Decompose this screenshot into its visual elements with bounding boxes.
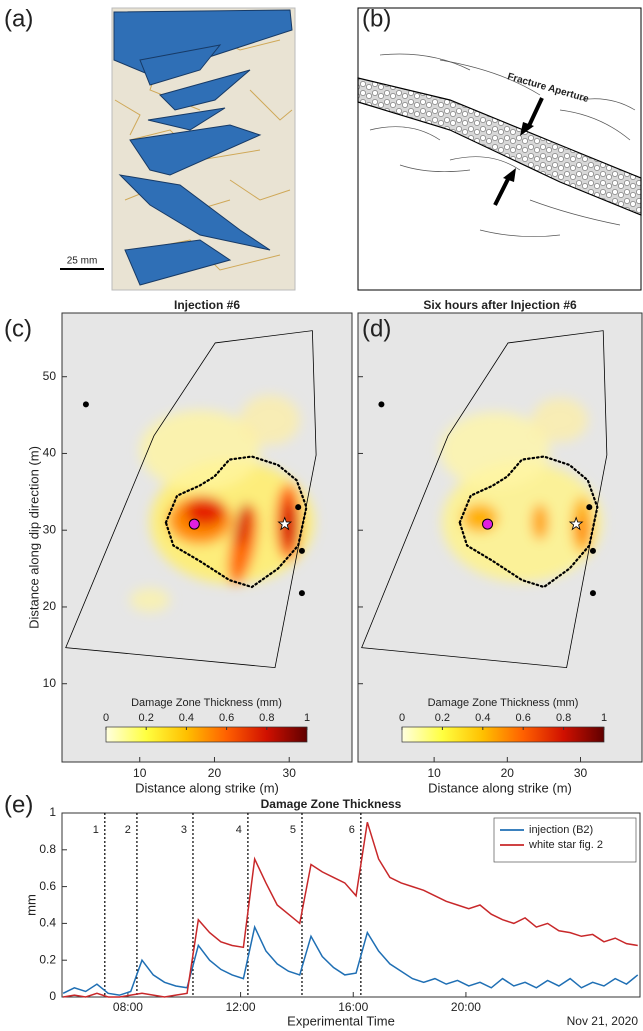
y-tick-label: 0 — [49, 989, 56, 1003]
x-axis-label: Distance along strike (m) — [428, 780, 572, 795]
well — [589, 547, 596, 554]
injection-point — [482, 518, 494, 530]
chart-title: Six hours after Injection #6 — [423, 298, 577, 312]
well — [298, 590, 305, 597]
well — [298, 547, 305, 554]
colorbar-tick-label: 0.6 — [219, 712, 234, 724]
x-tick-label: 30 — [574, 766, 588, 780]
panel-label: (e) — [4, 791, 33, 818]
colorbar-label: Damage Zone Thickness (mm) — [428, 697, 579, 709]
panel-label: (c) — [4, 315, 32, 342]
y-axis-label: Distance along dip direction (m) — [26, 446, 41, 629]
damage-contour — [458, 455, 599, 589]
x-axis-label: Distance along strike (m) — [135, 780, 279, 795]
y-tick-label: 0.8 — [39, 842, 56, 856]
chart-title: Injection #6 — [174, 298, 240, 312]
injection-point — [188, 518, 200, 530]
heat-map — [440, 398, 602, 582]
legend-label: injection (B2) — [529, 824, 593, 836]
x-tick-label: 08:00 — [113, 1000, 143, 1014]
x-tick-label: 20:00 — [451, 1000, 481, 1014]
x-tick-label: 20 — [208, 766, 222, 780]
y-tick-label: 0.6 — [39, 879, 56, 893]
colorbar-tick-label: 0.4 — [179, 712, 194, 724]
colorbar-tick-label: 0 — [399, 712, 405, 724]
colorbar-tick-label: 0.2 — [435, 712, 450, 724]
star-marker — [277, 516, 293, 531]
model-outline — [361, 330, 608, 669]
injection-label: 5 — [290, 824, 296, 836]
y-tick-label: 20 — [43, 599, 57, 613]
star-marker — [568, 516, 584, 531]
plot-frame — [61, 312, 353, 763]
colorbar — [401, 726, 605, 743]
y-tick-label: 10 — [43, 676, 57, 690]
scale-bar-label: 25 mm — [67, 256, 98, 267]
colorbar-tick-label: 0.4 — [475, 712, 490, 724]
colorbar-tick-label: 0.8 — [259, 712, 274, 724]
colorbar-tick-label: 1 — [304, 712, 310, 724]
colorbar — [105, 726, 308, 743]
x-tick-label: 20 — [501, 766, 515, 780]
injection-label: 3 — [181, 824, 187, 836]
well — [378, 401, 385, 408]
fracture-sketch — [357, 7, 642, 291]
model-outline — [65, 330, 317, 669]
panel-label: (d) — [362, 315, 391, 342]
injection-label: 4 — [236, 824, 242, 836]
colorbar-tick-label: 0 — [103, 712, 109, 724]
legend — [493, 817, 637, 863]
note: Nov 21, 2020 — [567, 1014, 639, 1028]
core-image — [111, 7, 296, 291]
legend-label: white star fig. 2 — [528, 839, 603, 851]
panel-label: (b) — [362, 5, 391, 32]
colorbar-tick-label: 1 — [601, 712, 607, 724]
injection-label: 1 — [93, 824, 99, 836]
damage-contour — [164, 455, 308, 589]
x-tick-label: 12:00 — [226, 1000, 256, 1014]
colorbar-tick-label: 0.2 — [139, 712, 154, 724]
y-axis-label: mm — [23, 894, 38, 916]
y-tick-label: 50 — [43, 369, 57, 383]
well — [82, 401, 89, 408]
series-line — [62, 924, 639, 996]
y-tick-label: 0.4 — [39, 916, 56, 930]
x-axis-label: Experimental Time — [287, 1013, 395, 1028]
injection-label: 6 — [349, 824, 355, 836]
x-tick-label: 30 — [283, 766, 297, 780]
y-tick-label: 1 — [49, 805, 56, 819]
colorbar-tick-label: 0.8 — [556, 712, 571, 724]
y-tick-label: 30 — [43, 522, 57, 536]
plot-frame — [357, 312, 643, 763]
well — [586, 504, 593, 511]
chart-title: Damage Zone Thickness — [261, 797, 402, 811]
well — [589, 590, 596, 597]
x-tick-label: 16:00 — [338, 1000, 368, 1014]
x-tick-label: 10 — [133, 766, 147, 780]
y-tick-label: 40 — [43, 446, 57, 460]
series-line — [63, 821, 638, 998]
colorbar-tick-label: 0.6 — [516, 712, 531, 724]
y-tick-label: 0.2 — [39, 952, 56, 966]
panel-label: (a) — [4, 5, 33, 32]
colorbar-label: Damage Zone Thickness (mm) — [131, 697, 282, 709]
well — [295, 504, 302, 511]
x-tick-label: 10 — [427, 766, 441, 780]
heat-map — [130, 395, 314, 612]
injection-label: 2 — [125, 824, 131, 836]
